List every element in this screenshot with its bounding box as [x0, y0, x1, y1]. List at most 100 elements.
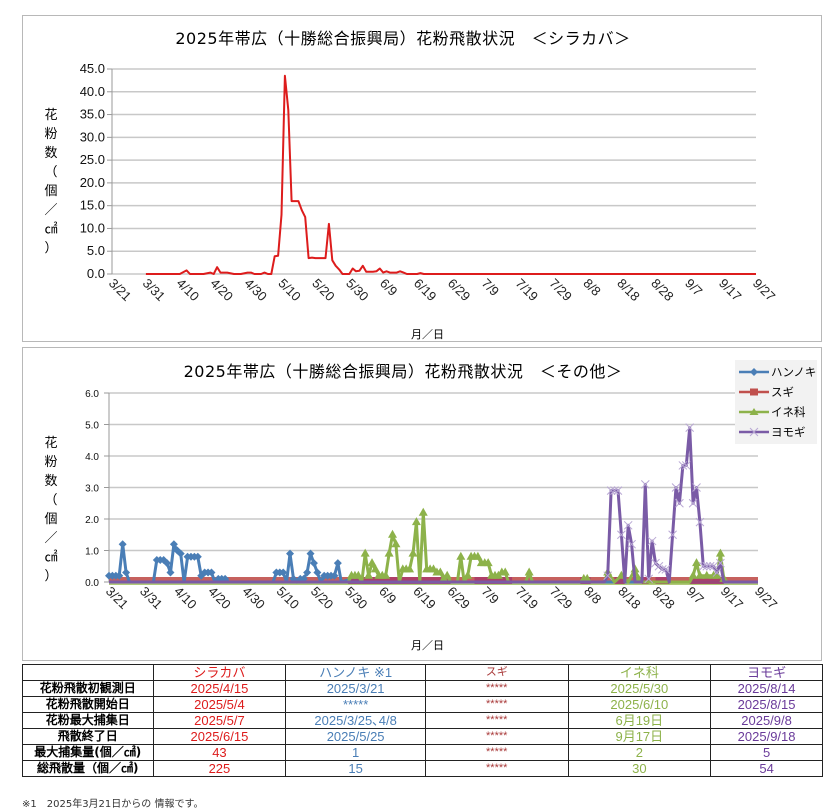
table-cell: 15 [285, 760, 426, 777]
table-cell: 5 [710, 744, 823, 761]
x-tick-label: 6/9 [376, 584, 399, 607]
table-row: 花粉飛散開始日 2025/5/4 ***** ***** 2025/6/10 2025/8… [22, 696, 823, 713]
x-tick-label: 4/20 [205, 584, 234, 613]
y-tick-label: 10.0 [80, 220, 105, 235]
series-line [109, 426, 758, 584]
table-cell: 2025/6/15 [152, 728, 287, 745]
y-tick-label: 45.0 [80, 61, 105, 76]
table-cell: 2025/3/25､4/8 [285, 712, 426, 729]
table-cell: 2025/5/7 [152, 712, 287, 729]
x-tick-label: 5/10 [274, 584, 303, 613]
x-tick-label: 9/27 [752, 584, 781, 613]
table-cell: 9月17日 [567, 728, 712, 745]
column-header [22, 664, 154, 681]
y-tick-label: 0.0 [85, 578, 99, 589]
legend-item-yomogi: ヨモギ [739, 422, 806, 442]
footnote: ※1 2025年3月21日からの 情報です。 [22, 799, 204, 810]
table-cell: 30 [567, 760, 712, 777]
x-tick-label: 4/10 [174, 276, 203, 305]
x-tick-label: 4/30 [241, 276, 270, 305]
y-tick-label: 35.0 [80, 107, 105, 122]
x-tick-label: 3/31 [137, 584, 166, 613]
x-tick-label: 8/8 [581, 584, 604, 607]
y-tick-label: 30.0 [80, 129, 105, 144]
legend-item-ine: イネ科 [739, 402, 806, 422]
y-tick-label: 15.0 [80, 198, 105, 213]
x-tick-label: 7/29 [547, 584, 576, 613]
others-chart: 2025年帯広（十勝総合振興局）花粉飛散状況 ＜その他＞ 花粉数（個／㎠） 0.… [22, 347, 822, 661]
y-tick-label: 2.0 [85, 515, 99, 526]
x-tick-label: 6/9 [377, 276, 400, 299]
table-cell: 2025/3/21 [285, 680, 426, 697]
chart-legend: ハンノキ スギ イネ科 ヨモギ [735, 360, 817, 444]
table-cell: 2025/5/4 [152, 696, 287, 713]
row-header: 総飛散量（個／㎠) [22, 760, 154, 777]
y-axis-label: 花粉数（個／㎠） [44, 108, 58, 256]
table-cell: ***** [424, 696, 569, 713]
square-marker-icon [739, 388, 769, 396]
summary-table-body: シラカバ ハンノキ ※1 スギ イネ科 ヨモギ 花粉飛散初観測日 2025/4/15 2025… [22, 664, 823, 777]
table-cell: ***** [285, 696, 426, 713]
x-tick-label: 3/21 [106, 276, 135, 305]
chart-title: 2025年帯広（十勝総合振興局）花粉飛散状況 ＜その他＞ [183, 362, 623, 381]
x-tick-label: 5/20 [308, 584, 337, 613]
table-cell: 1 [285, 744, 426, 761]
table-cell: ***** [424, 712, 569, 729]
x-tick-label: 7/19 [513, 276, 542, 305]
x-tick-label: 3/31 [140, 276, 169, 305]
table-cell: ***** [424, 744, 569, 761]
x-tick-label: 4/10 [171, 584, 200, 613]
x-tick-label: 5/20 [309, 276, 338, 305]
x-tick-label: 8/18 [614, 276, 643, 305]
table-cell: 6月19日 [567, 712, 712, 729]
x-tick-label: 7/9 [479, 584, 502, 607]
x-tick-label: 7/9 [479, 276, 502, 299]
diamond-marker-icon [739, 368, 769, 376]
table-header-row: シラカバ ハンノキ ※1 スギ イネ科 ヨモギ [22, 664, 823, 681]
x-tick-label: 9/7 [682, 276, 705, 299]
row-header: 花粉最大捕集日 [22, 712, 154, 729]
x-axis-label: 月／日 [411, 639, 444, 652]
triangle-marker-icon [739, 408, 769, 415]
y-tick-label: 4.0 [85, 452, 99, 463]
table-row: 総飛散量（個／㎠) 225 15 ***** 30 54 [22, 760, 823, 777]
table-cell: 2025/5/30 [567, 680, 712, 697]
x-tick-label: 5/10 [275, 276, 304, 305]
y-tick-label: 5.0 [85, 421, 99, 432]
table-cell: 2025/4/15 [152, 680, 287, 697]
x-tick-label: 6/19 [411, 276, 440, 305]
legend-label: スギ [771, 385, 794, 399]
table-cell: ***** [424, 680, 569, 697]
table-cell: 2025/5/25 [285, 728, 426, 745]
y-tick-label: 6.0 [85, 389, 99, 400]
y-axis-label: 花粉数（個／㎠） [44, 436, 58, 584]
y-tick-label: 20.0 [80, 175, 105, 190]
table-cell: 2 [567, 744, 712, 761]
table-row: 花粉飛散初観測日 2025/4/15 2025/3/21 ***** 2025/5/30… [22, 680, 823, 697]
x-tick-label: 4/20 [208, 276, 237, 305]
x-tick-label: 8/8 [580, 276, 603, 299]
x-axis-label: 月／日 [411, 328, 444, 341]
table-cell: 225 [152, 760, 287, 777]
table-row: 最大捕集量(個／㎠) 43 1 ***** 2 5 [22, 744, 823, 761]
x-tick-label: 7/29 [547, 276, 576, 305]
x-tick-label: 7/19 [513, 584, 542, 613]
y-tick-label: 25.0 [80, 152, 105, 167]
table-cell: 2025/9/8 [710, 712, 823, 729]
table-cell: 54 [710, 760, 823, 777]
legend-item-hannoki: ハンノキ [739, 362, 816, 382]
x-tick-label: 8/28 [649, 584, 678, 613]
table-cell: 2025/6/10 [567, 696, 712, 713]
row-header: 飛散終了日 [22, 728, 154, 745]
x-tick-label: 6/29 [444, 584, 473, 613]
row-header: 花粉飛散開始日 [22, 696, 154, 713]
y-tick-label: 40.0 [80, 84, 105, 99]
y-tick-label: 1.0 [85, 547, 99, 558]
legend-item-sugi: スギ [739, 382, 794, 402]
shirakaba-chart: 2025年帯広（十勝総合振興局）花粉飛散状況 ＜シラカバ＞ 花粉数（個／㎠） 0… [22, 15, 822, 342]
table-row: 花粉最大捕集日 2025/5/7 2025/3/25､4/8 ***** 6月19日 20… [22, 712, 823, 729]
column-header: ハンノキ ※1 [285, 664, 426, 681]
table-cell: 2025/8/14 [710, 680, 823, 697]
x-tick-label: 8/18 [615, 584, 644, 613]
column-header: スギ [424, 664, 569, 681]
